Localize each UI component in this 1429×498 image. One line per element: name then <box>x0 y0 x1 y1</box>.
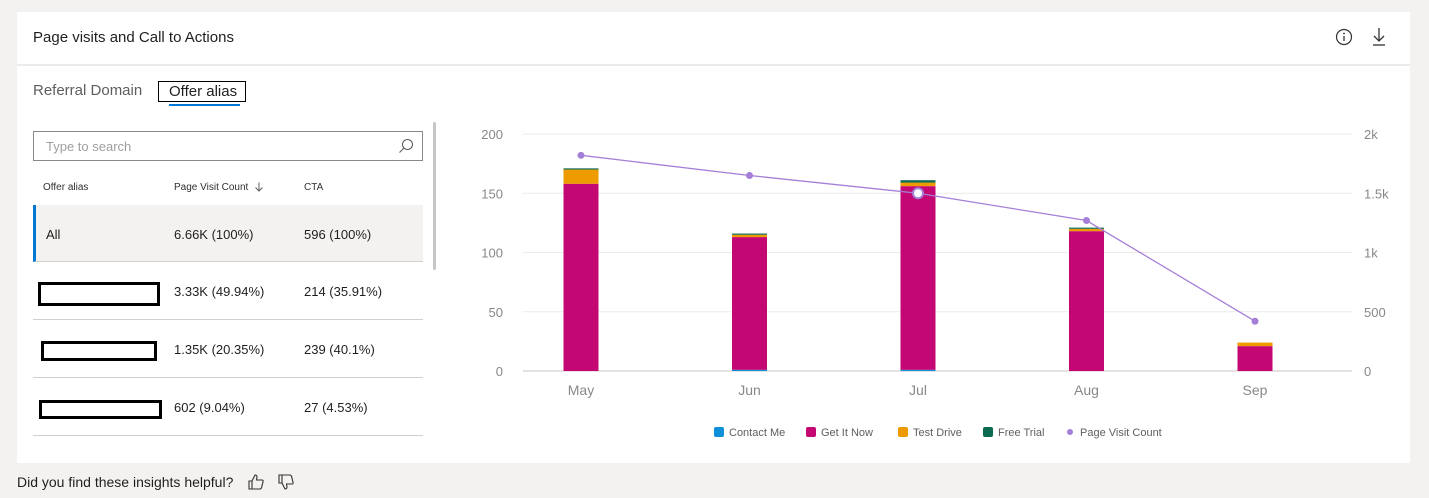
row-cta: 239 (40.1%) <box>304 342 375 357</box>
y-axis-tick-label: 150 <box>481 186 503 201</box>
y-axis-tick-label: 0 <box>496 364 503 379</box>
table-row[interactable]: 3.33K (49.94%) 214 (35.91%) <box>33 262 423 320</box>
line-point <box>746 171 753 179</box>
bar-segment <box>563 169 599 184</box>
redacted-alias <box>38 282 160 306</box>
bar-segment <box>732 233 767 235</box>
search-box <box>33 131 423 161</box>
page-visits-card: Page visits and Call to Actions Referral… <box>17 12 1410 463</box>
row-cta: 596 (100%) <box>304 227 372 242</box>
feedback-question: Did you find these insights helpful? <box>17 474 234 490</box>
y2-axis-tick-label: 500 <box>1364 305 1386 320</box>
row-cta: 214 (35.91%) <box>304 284 383 299</box>
x-axis-tick-label: May <box>568 382 594 398</box>
search-icon[interactable] <box>398 138 414 154</box>
row-alias: All <box>46 227 61 242</box>
bar-segment <box>732 234 767 238</box>
y-axis-tick-label: 100 <box>481 246 503 261</box>
bar-segment <box>900 186 936 370</box>
bar-segment <box>563 168 599 170</box>
search-input[interactable] <box>44 138 388 155</box>
table-row[interactable]: 1.35K (20.35%) 239 (40.1%) <box>33 320 423 378</box>
x-axis-tick-label: Jul <box>909 382 927 398</box>
y-axis-tick-label: 50 <box>489 305 503 320</box>
card-title: Page visits and Call to Actions <box>33 29 234 46</box>
line-point <box>1251 317 1259 325</box>
row-cta: 27 (4.53%) <box>304 400 368 415</box>
bar-segment <box>1069 227 1104 229</box>
info-icon[interactable] <box>1334 26 1354 48</box>
column-header-page-visit-count[interactable]: Page Visit Count <box>174 182 264 193</box>
bar-segment <box>732 369 767 371</box>
thumbs-up-icon[interactable] <box>247 473 265 491</box>
bar-segment <box>1237 342 1273 347</box>
redacted-alias <box>39 400 162 419</box>
line-point <box>577 151 585 159</box>
tab-offer-alias[interactable]: Offer alias <box>158 81 247 102</box>
sort-descending-icon <box>255 182 263 193</box>
table-scrollbar[interactable] <box>433 122 436 270</box>
row-visits: 1.35K (20.35%) <box>174 342 265 357</box>
y2-axis-tick-label: 2k <box>1364 127 1378 142</box>
legend-label: Test Drive <box>913 427 962 439</box>
row-visits: 6.66K (100%) <box>174 227 254 242</box>
table-row[interactable]: 602 (9.04%) 27 (4.53%) <box>33 378 423 436</box>
y2-axis-tick-label: 0 <box>1364 364 1371 379</box>
y2-axis-tick-label: 1.5k <box>1364 186 1389 201</box>
thumbs-down-icon[interactable] <box>277 473 295 491</box>
column-header-label: Page Visit Count <box>174 182 249 193</box>
redacted-alias <box>41 341 157 361</box>
legend-marker <box>898 427 908 437</box>
line-point <box>1083 217 1090 225</box>
bar-segment <box>563 183 599 371</box>
x-axis-tick-label: Aug <box>1074 382 1099 398</box>
legend-label: Free Trial <box>998 427 1044 439</box>
bar-segment <box>1237 346 1273 371</box>
legend-label: Get It Now <box>821 427 873 439</box>
y2-axis-tick-label: 1k <box>1364 246 1378 261</box>
y-axis-tick-label: 200 <box>481 127 503 142</box>
legend-marker <box>806 427 816 437</box>
row-visits: 3.33K (49.94%) <box>174 284 265 299</box>
bar-segment <box>900 182 936 187</box>
legend-label: Contact Me <box>729 427 785 439</box>
bar-segment <box>732 237 767 370</box>
legend-marker <box>983 427 993 437</box>
column-header-offer-alias[interactable]: Offer alias <box>43 182 89 193</box>
column-header-cta[interactable]: CTA <box>304 182 324 193</box>
download-icon[interactable] <box>1369 26 1389 48</box>
stacked-bar-line-chart: 0 50 100 150 200 0 500 1k 1.5k 2k May Jun Jul Aug Sep C… <box>481 127 1389 439</box>
x-axis-tick-label: Sep <box>1243 382 1268 398</box>
bar-segment <box>900 369 936 371</box>
x-axis-tick-label: Jun <box>738 382 761 398</box>
line-point-highlighted <box>912 187 924 200</box>
bar-segment <box>1069 228 1104 232</box>
legend-marker <box>1067 429 1073 435</box>
row-visits: 602 (9.04%) <box>174 400 245 415</box>
bar-segment <box>900 180 936 183</box>
legend-label: Page Visit Count <box>1080 427 1162 439</box>
legend-marker <box>714 427 724 437</box>
active-tab-indicator <box>169 104 240 106</box>
card-header: Page visits and Call to Actions <box>17 12 1410 66</box>
bar-segment <box>1069 231 1104 371</box>
table-row-all[interactable]: All 6.66K (100%) 596 (100%) <box>33 205 423 262</box>
tab-referral-domain[interactable]: Referral Domain <box>33 82 143 99</box>
